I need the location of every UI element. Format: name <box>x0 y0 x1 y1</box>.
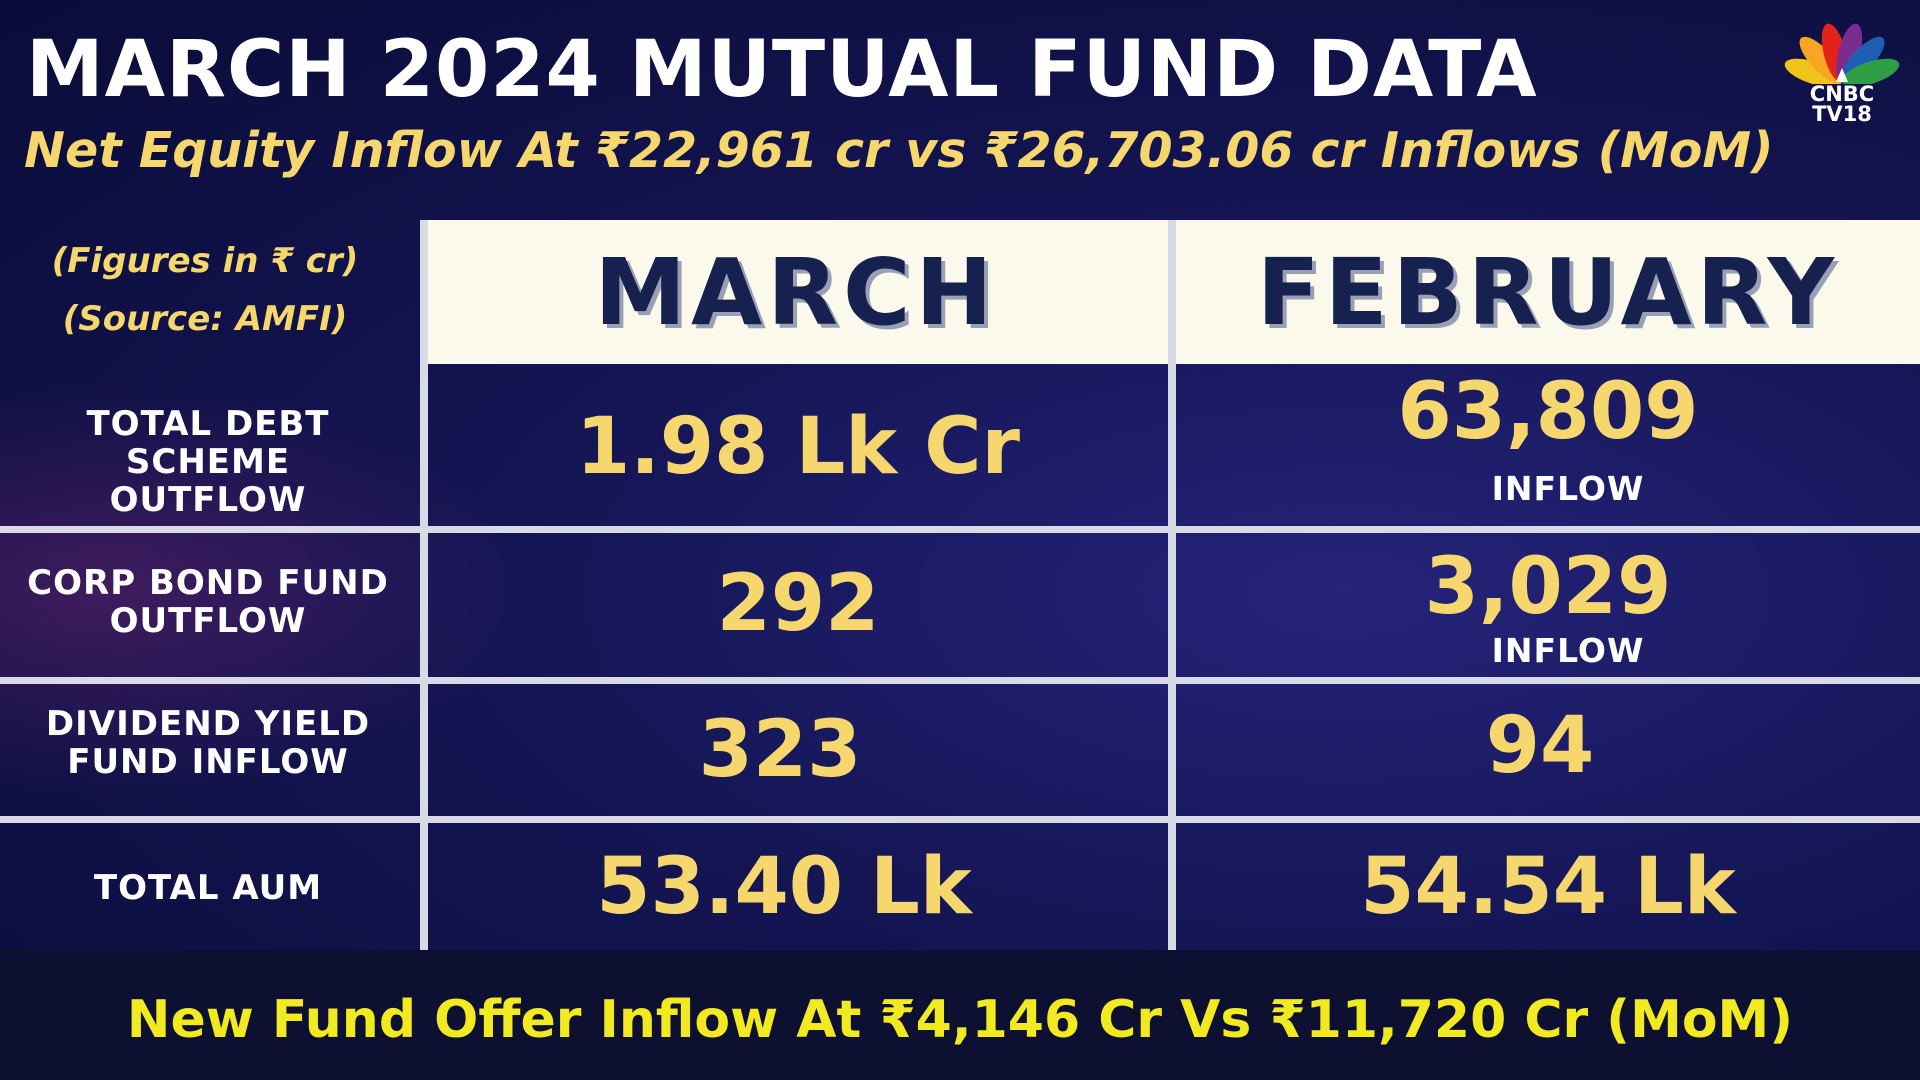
footer-bar <box>0 950 1920 1080</box>
value-february-corp-bond: 3,029 <box>1424 542 1672 632</box>
source-note: (Source: AMFI) <box>62 299 348 339</box>
row-label-total-debt-scheme-outflow: TOTAL DEBT SCHEME OUTFLOW <box>86 404 330 520</box>
value-february-total-debt: 63,809 <box>1397 367 1699 457</box>
grid-line-vertical <box>420 220 428 958</box>
column-header-march: MARCH <box>424 220 1168 364</box>
grid-line-horizontal <box>0 816 1920 823</box>
peacock-icon <box>1784 23 1900 84</box>
tag-inflow: INFLOW <box>1491 469 1645 508</box>
row-label-total-aum: TOTAL AUM <box>93 868 323 908</box>
column-header-february: FEBRUARY <box>1176 220 1920 364</box>
figures-note: (Figures in ₹ cr) <box>51 241 359 281</box>
value-february-dividend-yield: 94 <box>1485 701 1595 791</box>
logo-line2: TV18 <box>1812 102 1872 126</box>
cnbc-tv18-logo: CNBC TV18 <box>1782 14 1902 126</box>
table-notes: (Figures in ₹ cr) (Source: AMFI) <box>0 232 410 348</box>
grid-line-horizontal <box>0 526 1920 533</box>
logo-line1: CNBC <box>1809 82 1875 106</box>
row-label-corp-bond-fund-outflow: CORP BOND FUND OUTFLOW <box>27 563 389 641</box>
tag-inflow: INFLOW <box>1491 631 1645 670</box>
page-subtitle: Net Equity Inflow At ₹22,961 cr vs ₹26,7… <box>24 122 1774 179</box>
value-february-total-aum: 54.54 Lk <box>1360 842 1736 932</box>
background-glow <box>0 380 540 800</box>
row-label-dividend-yield-fund-inflow: DIVIDEND YIELD FUND INFLOW <box>45 704 371 782</box>
value-march-dividend-yield: 323 <box>698 705 862 795</box>
grid-line-horizontal <box>0 677 1920 684</box>
value-march-corp-bond: 292 <box>716 559 880 649</box>
value-march-total-aum: 53.40 Lk <box>596 842 972 932</box>
grid-line-vertical <box>1168 220 1176 958</box>
footer-text: New Fund Offer Inflow At ₹4,146 Cr Vs ₹1… <box>126 990 1794 1050</box>
value-march-total-debt: 1.98 Lk Cr <box>575 402 1021 492</box>
page-title: MARCH 2024 MUTUAL FUND DATA <box>26 25 1538 115</box>
